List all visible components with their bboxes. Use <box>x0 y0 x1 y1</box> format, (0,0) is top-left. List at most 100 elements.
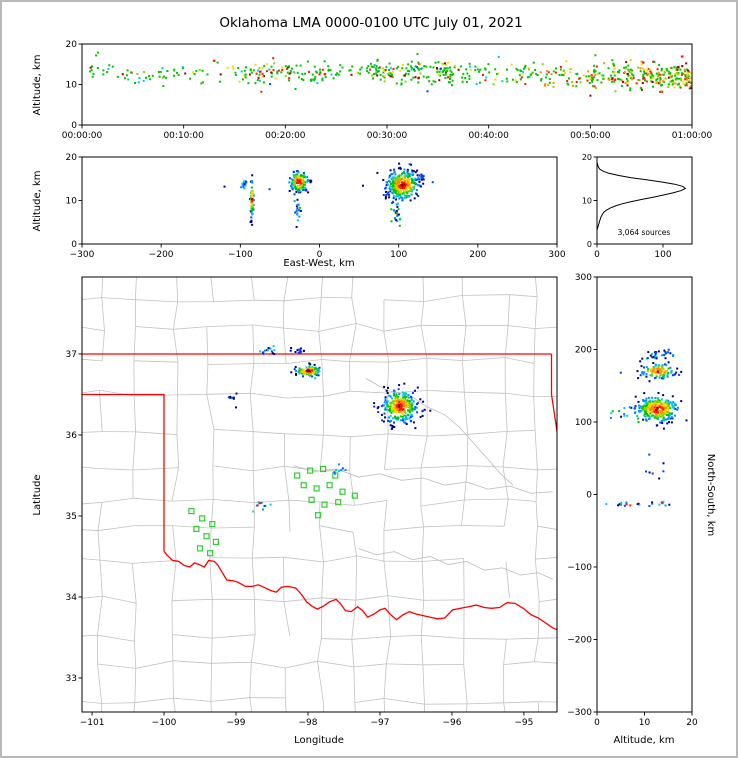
source-point <box>643 68 646 71</box>
source-point <box>312 370 315 373</box>
county-line <box>99 390 103 432</box>
source-point <box>669 75 672 78</box>
source-point <box>452 73 455 76</box>
source-point <box>416 183 419 186</box>
source-point <box>605 503 608 506</box>
source-point <box>335 469 338 472</box>
source-point <box>620 79 623 82</box>
county-line <box>467 702 504 705</box>
source-point <box>405 182 408 185</box>
county-line <box>503 701 539 704</box>
source-point <box>399 166 402 169</box>
source-point <box>403 187 405 189</box>
source-point <box>588 75 590 78</box>
source-point <box>594 70 597 73</box>
source-point <box>638 79 641 82</box>
source-point <box>397 190 399 193</box>
source-point <box>302 349 305 352</box>
source-point <box>295 180 298 183</box>
source-point <box>607 67 610 70</box>
source-point <box>686 74 689 77</box>
source-point <box>649 70 652 73</box>
source-point <box>404 196 406 199</box>
source-point <box>378 66 381 69</box>
y-tick-label: 37 <box>66 350 77 360</box>
source-point <box>661 366 664 369</box>
county-line <box>534 296 538 329</box>
source-point <box>446 70 448 73</box>
source-point <box>655 400 658 403</box>
county-line <box>177 393 207 396</box>
lma-station-marker <box>321 501 328 508</box>
source-point <box>382 75 385 78</box>
source-point <box>423 408 426 411</box>
county-line <box>82 389 100 394</box>
source-point <box>252 69 255 72</box>
source-point <box>229 395 232 398</box>
source-point <box>479 68 482 71</box>
source-point <box>262 353 265 356</box>
source-point <box>663 371 666 374</box>
source-point <box>655 356 658 359</box>
source-point <box>398 384 401 387</box>
source-point <box>303 372 306 375</box>
source-point <box>686 71 689 74</box>
source-point <box>575 85 578 88</box>
source-point <box>646 370 649 373</box>
source-point <box>327 65 330 68</box>
source-point <box>434 80 437 83</box>
source-point <box>653 61 656 63</box>
county-line <box>387 595 424 601</box>
source-point <box>415 182 418 185</box>
source-point <box>386 404 389 407</box>
source-point <box>662 470 665 473</box>
source-point <box>296 349 299 352</box>
source-point <box>655 351 657 354</box>
county-line <box>353 666 356 703</box>
source-point <box>674 78 677 81</box>
source-point <box>297 176 300 179</box>
source-point <box>333 471 336 474</box>
source-point <box>293 200 296 203</box>
county-line <box>58 324 59 358</box>
source-point <box>406 401 409 404</box>
source-point <box>359 68 362 71</box>
source-point <box>611 59 614 62</box>
source-point <box>261 73 264 75</box>
source-point <box>405 185 408 188</box>
county-line <box>82 502 102 505</box>
source-point <box>602 77 605 80</box>
source-point <box>671 417 674 420</box>
source-point <box>637 421 640 423</box>
source-point <box>300 368 303 371</box>
source-point <box>653 416 656 419</box>
county-line <box>350 433 389 438</box>
source-point <box>673 86 676 89</box>
lma-station-marker <box>313 485 320 492</box>
source-point <box>666 403 669 406</box>
source-point <box>649 75 652 78</box>
source-point <box>147 75 150 78</box>
source-point <box>637 417 640 420</box>
source-point <box>382 420 385 423</box>
county-line <box>252 324 255 364</box>
source-point <box>444 62 446 65</box>
source-point <box>416 169 419 172</box>
source-point <box>667 83 670 86</box>
source-point <box>629 59 632 61</box>
source-point <box>308 374 311 377</box>
county-line <box>210 663 212 702</box>
county-line <box>171 560 177 601</box>
source-point <box>290 185 292 187</box>
source-point <box>662 377 665 380</box>
source-point <box>232 65 234 68</box>
source-point <box>244 73 247 76</box>
source-point <box>396 405 399 408</box>
source-point <box>664 77 667 80</box>
source-point <box>268 188 271 191</box>
county-line <box>133 360 179 363</box>
source-point <box>394 191 397 194</box>
source-point <box>371 65 374 68</box>
source-point <box>341 467 344 470</box>
county-line <box>353 663 387 668</box>
